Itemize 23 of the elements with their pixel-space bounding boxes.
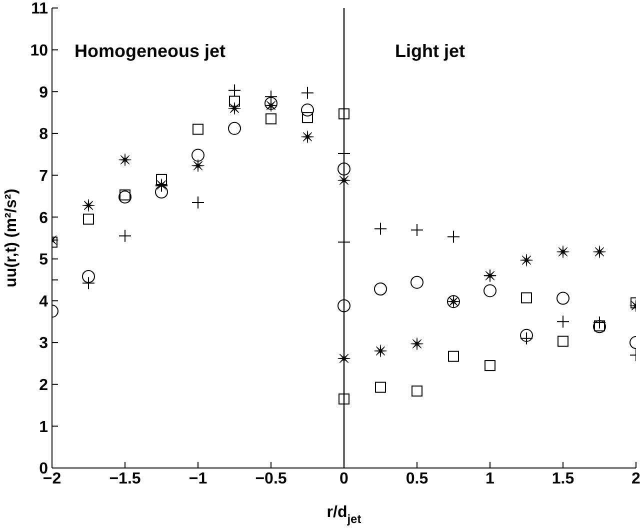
y-tick-label: 8 xyxy=(39,126,48,144)
y-tick-label: 6 xyxy=(39,210,48,227)
y-tick-label: 4 xyxy=(39,293,48,310)
x-tick-label: 2 xyxy=(632,470,640,488)
x-tick-label: 1.5 xyxy=(552,470,574,488)
x-tick-label: −1 xyxy=(188,470,208,488)
y-axis-title: uu(r,t) (m²/s²) xyxy=(3,188,20,288)
x-tick-label: −0.5 xyxy=(255,470,287,488)
y-tick-label: 9 xyxy=(39,84,48,102)
y-tick-label: 7 xyxy=(39,168,48,185)
x-tick-label: 0 xyxy=(340,470,349,488)
y-tick-label: 2 xyxy=(39,377,48,394)
x-tick-label: 1 xyxy=(486,470,495,488)
annotation: Light jet xyxy=(395,40,465,61)
x-tick-label: −1.5 xyxy=(109,470,141,488)
y-tick-label: 1 xyxy=(39,418,48,436)
y-tick-label: 11 xyxy=(31,0,48,18)
x-axis-title: r/d$_{jet}$ xyxy=(326,504,362,526)
y-tick-label: 10 xyxy=(30,42,48,60)
y-tick-label: 5 xyxy=(39,252,48,269)
y-tick-label: 3 xyxy=(39,335,48,352)
x-tick-label: 0.5 xyxy=(406,470,428,488)
annotation: Homogeneous jet xyxy=(74,40,226,61)
